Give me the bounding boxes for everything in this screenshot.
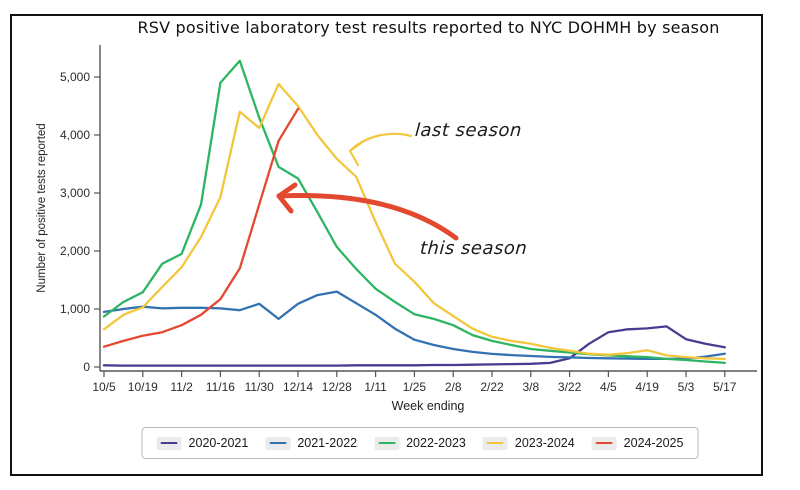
legend-swatch: [265, 436, 291, 450]
legend-item-2021-2022: 2021-2022: [265, 436, 357, 450]
annotation-this-season: this season: [419, 238, 529, 259]
y-tick-label: 5,000: [60, 70, 90, 84]
this-season-arrowhead-icon: [276, 182, 298, 214]
legend-swatch: [482, 436, 508, 450]
series-line-2024-2025: [102, 107, 300, 348]
legend-item-2020-2021: 2020-2021: [156, 436, 249, 450]
y-tick-label: 2,000: [60, 244, 90, 258]
legend-label: 2021-2022: [297, 436, 358, 450]
y-tick-label: 1,000: [60, 302, 90, 316]
x-tick-label: 5/3: [678, 380, 695, 394]
x-tick-label: 3/22: [558, 380, 582, 394]
x-tick-label: 1/25: [403, 380, 427, 394]
y-tick-label: 4,000: [60, 128, 90, 142]
x-tick-label: 10/19: [128, 380, 158, 394]
x-tick-label: 11/2: [170, 380, 193, 394]
legend-swatch: [156, 436, 182, 450]
x-tick-label: 10/5: [92, 380, 116, 394]
x-tick-label: 12/14: [283, 380, 313, 394]
legend-line-icon: [269, 441, 287, 445]
series-line-2022-2023: [102, 59, 726, 365]
legend-swatch: [374, 436, 400, 450]
legend: 2020-2021 2021-2022 2022-2023 2023-2024 2024…: [141, 427, 699, 459]
x-tick-label: 2/22: [480, 380, 504, 394]
chart-title: RSV positive laboratory test results rep…: [137, 18, 720, 37]
x-axis-label: Week ending: [392, 399, 465, 413]
x-tick-label: 3/8: [522, 380, 539, 394]
legend-item-2022-2023: 2022-2023: [374, 436, 466, 450]
y-tick-label: 0: [83, 360, 90, 374]
x-tick-label: 4/5: [600, 380, 617, 394]
legend-line-icon: [595, 441, 613, 445]
y-tick-label: 3,000: [60, 186, 90, 200]
x-tick-label: 11/30: [245, 380, 274, 394]
x-tick-label: 4/19: [636, 380, 660, 394]
this-season-arrow: [276, 193, 459, 241]
series-line-2023-2024: [102, 82, 726, 361]
x-tick-label: 5/17: [713, 380, 737, 394]
x-tick-label: 11/16: [206, 380, 235, 394]
annotation-last-season: last season: [414, 120, 523, 141]
y-axis-label: Number of positive tests reported: [36, 123, 48, 292]
legend-line-icon: [160, 441, 178, 445]
series-line-2020-2021: [102, 325, 726, 367]
last-season-arrow: [348, 132, 413, 153]
legend-label: 2020-2021: [188, 436, 249, 450]
legend-label: 2022-2023: [406, 436, 466, 450]
series-line-2021-2022: [102, 290, 726, 361]
legend-label: 2023-2024: [514, 436, 575, 450]
legend-item-2024-2025: 2024-2025: [591, 436, 684, 450]
x-tick-label: 2/8: [445, 380, 462, 394]
legend-swatch: [591, 436, 617, 450]
legend-line-icon: [486, 441, 504, 445]
legend-label: 2024-2025: [623, 436, 684, 450]
legend-line-icon: [378, 441, 396, 445]
x-tick-label: 12/28: [322, 380, 352, 394]
x-tick-label: 1/11: [364, 380, 387, 394]
legend-item-2023-2024: 2023-2024: [482, 436, 575, 450]
last-season-arrowhead-icon: [348, 141, 363, 167]
